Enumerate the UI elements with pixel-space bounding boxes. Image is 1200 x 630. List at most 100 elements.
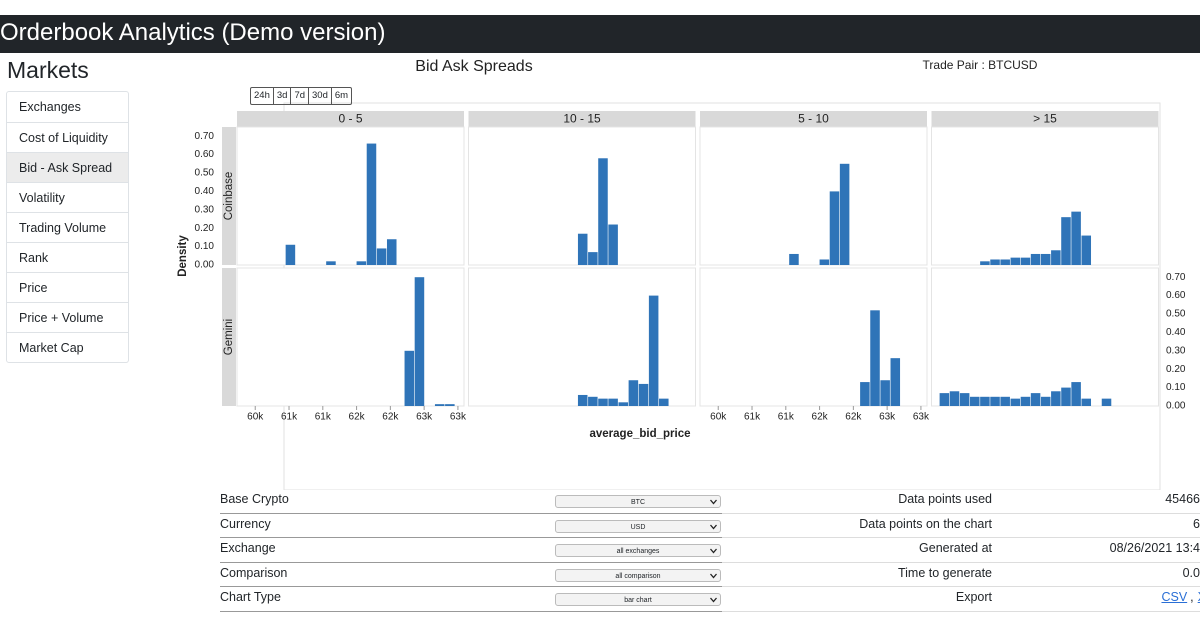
histogram-bar — [285, 244, 296, 265]
x-tick-label: 62k — [812, 412, 829, 423]
y-tick-label: 0.00 — [1166, 401, 1186, 412]
form-label: Exchange — [220, 541, 276, 555]
histogram-bar — [980, 261, 990, 265]
dropdown[interactable]: all exchanges — [555, 544, 721, 557]
chevron-path — [710, 524, 717, 529]
histogram-bar — [1051, 250, 1061, 265]
histogram-bar — [638, 383, 649, 406]
histogram-bar — [1030, 393, 1041, 406]
histogram-bar — [326, 261, 336, 265]
histogram-bar — [1000, 396, 1010, 406]
y-tick-label: 0.30 — [1166, 345, 1186, 356]
settings-form: Base Crypto BTC Currency USD Exchange all exc… — [220, 489, 722, 612]
facet-row-label: Gemini — [223, 319, 235, 355]
form-row: Comparison all comparison — [220, 563, 722, 587]
histogram-bar — [829, 191, 840, 265]
histogram-bar — [789, 253, 799, 265]
x-tick-label: 63k — [450, 412, 467, 423]
x-tick-label: 61k — [315, 412, 332, 423]
stats-value: 6 — [1193, 516, 1200, 531]
y-tick-label: 0.00 — [195, 260, 215, 271]
stats-row: Data points used 45466 — [722, 489, 1200, 514]
histogram-bar — [870, 310, 880, 406]
chevron — [710, 524, 717, 529]
facet-header-bg — [931, 111, 1159, 127]
histogram-bar — [366, 143, 377, 265]
panel — [236, 126, 465, 266]
histogram-bar — [1061, 387, 1071, 406]
menu-item[interactable]: Cost of Liquidity — [7, 122, 128, 152]
y-tick-label: 0.20 — [1166, 364, 1186, 375]
form-row: Currency USD — [220, 514, 722, 538]
export-link[interactable]: CSV — [1161, 590, 1188, 604]
panel — [931, 126, 1159, 266]
menu-item[interactable]: Bid - Ask Spread — [7, 152, 128, 182]
dropdown[interactable]: all comparison — [555, 568, 721, 582]
export-link[interactable]: X — [1198, 590, 1200, 604]
range-button[interactable]: 24h — [254, 90, 270, 101]
chevron-path — [710, 597, 717, 603]
panel — [931, 267, 1159, 407]
histogram-bar — [990, 396, 1000, 406]
chevron-path — [710, 573, 717, 578]
histogram-bar — [1101, 398, 1112, 406]
histogram-bar — [890, 358, 901, 406]
x-tick-label: 60k — [247, 412, 264, 423]
histogram-bar — [356, 261, 367, 265]
menu-item[interactable]: Rank — [7, 242, 128, 272]
panel — [468, 267, 696, 407]
dropdown[interactable]: bar chart — [555, 593, 721, 606]
histogram-bar — [1081, 235, 1092, 265]
histogram-bar — [819, 259, 830, 265]
stats-value: 45466 — [1165, 492, 1200, 506]
chevron-path — [710, 548, 717, 554]
x-tick-label: 63k — [416, 412, 433, 423]
histogram-bar — [434, 404, 445, 406]
histogram-bar — [577, 233, 588, 265]
menu-item[interactable]: Exchanges — [19, 100, 81, 114]
histogram-bar — [445, 404, 455, 406]
facet-row-bg — [222, 268, 236, 406]
x-tick-label: 62k — [349, 412, 366, 423]
histogram-bar — [414, 277, 425, 406]
stats-row: Export CSV, X — [722, 587, 1200, 612]
stats-value: 08/26/2021 13:4 — [1109, 541, 1200, 555]
facet-column-label: > 15 — [1033, 112, 1057, 126]
y-axis-label: Density — [177, 235, 189, 277]
facet-row-label: Coinbase — [223, 172, 235, 221]
histogram-bar — [659, 398, 669, 406]
dropdown[interactable]: USD — [555, 519, 721, 533]
range-button[interactable]: 7d — [290, 88, 308, 104]
menu-item[interactable]: Market Cap — [7, 332, 128, 362]
stats-label: Time to generate — [897, 565, 992, 580]
y-tick-label: 0.60 — [1166, 290, 1186, 301]
menu-item[interactable]: Trading Volume — [7, 212, 128, 242]
y-tick-label: 0.60 — [195, 149, 215, 160]
stats-label: Data points used — [898, 492, 992, 506]
chevron — [710, 499, 717, 505]
stats-label: Generated at — [919, 541, 992, 555]
range-button[interactable]: 30d — [308, 88, 331, 104]
chevron — [710, 548, 717, 554]
histogram-bar — [386, 239, 397, 265]
dropdown[interactable]: BTC — [555, 495, 721, 508]
histogram-bar — [588, 252, 598, 265]
app-title: Orderbook Analytics (Demo version) — [0, 19, 386, 46]
range-button[interactable]: 6m — [330, 88, 351, 104]
x-tick-label: 62k — [382, 412, 399, 423]
menu-item[interactable]: Price + Volume — [7, 302, 128, 332]
menu-item[interactable]: Price — [7, 272, 128, 302]
x-axis-label: average_bid_price — [589, 428, 690, 440]
y-tick-label: 0.50 — [1166, 309, 1186, 320]
sidebar-title: Markets — [7, 57, 89, 83]
histogram-bar — [1051, 391, 1061, 406]
range-button[interactable]: 3d — [272, 88, 291, 104]
chart: Bid Ask Spreads Trade Pair : BTCUSD aver… — [177, 58, 1186, 490]
y-tick-label: 0.10 — [1166, 382, 1186, 393]
histogram-bar — [598, 398, 608, 406]
histogram-bar — [839, 163, 850, 265]
y-tick-label: 0.30 — [195, 204, 215, 215]
facet-column-label: 0 - 5 — [338, 112, 362, 126]
histogram-bar — [1030, 253, 1041, 265]
menu-item[interactable]: Volatility — [7, 182, 128, 212]
